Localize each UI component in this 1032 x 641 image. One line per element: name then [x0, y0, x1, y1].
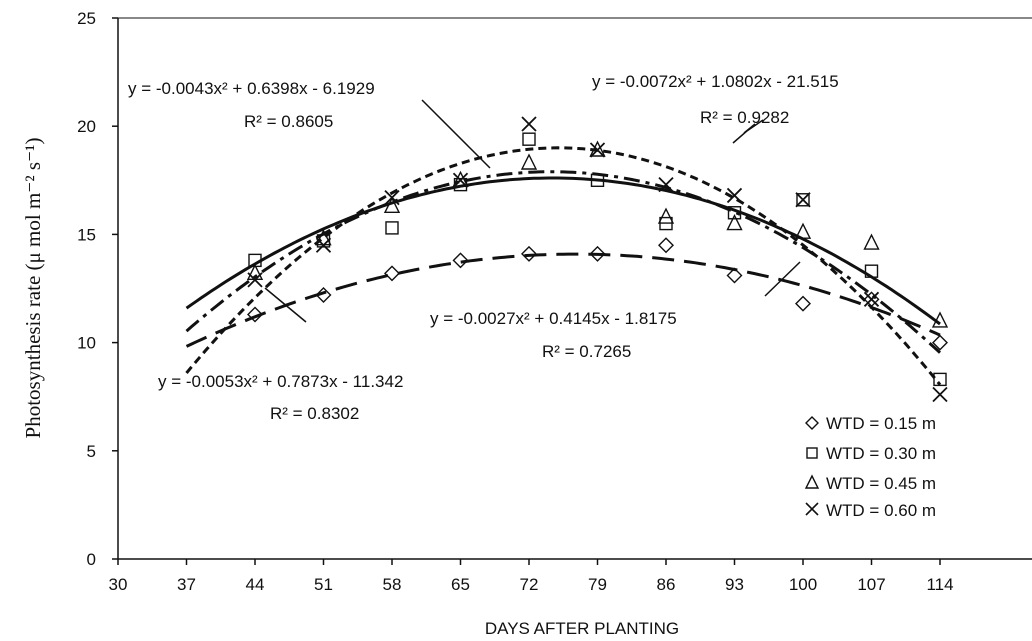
point-diamond-58 [384, 265, 400, 282]
x-tick-label: 93 [725, 575, 744, 594]
point-square-58 [385, 221, 399, 235]
x-axis-title: DAYS AFTER PLANTING [485, 619, 679, 638]
point-diamond-93 [726, 267, 743, 284]
r2-030: R² = 0.8302 [270, 404, 359, 423]
legend-item-045: WTD = 0.45 m [804, 474, 936, 493]
y-tick-label: 25 [77, 9, 96, 28]
x-ticks: 30 37 44 51 58 65 72 79 86 93 100 107 114 [109, 559, 954, 594]
point-x-44 [247, 272, 263, 288]
r2-045: R² = 0.8605 [244, 112, 333, 131]
point-triangle-65 [452, 170, 469, 188]
annotation-arrow-060 [732, 119, 764, 144]
point-x-72 [521, 116, 537, 132]
legend-marker-x [805, 502, 819, 516]
equation-060: y = -0.0072x² + 1.0802x - 21.515 [592, 72, 839, 91]
fit-curve-0 [185, 252, 941, 348]
point-x-65 [452, 172, 469, 188]
equation-annotations: y = -0.0043x² + 0.6398x - 6.1929 R² = 0.… [128, 72, 839, 423]
point-x-51 [315, 237, 332, 253]
data-points [246, 116, 949, 403]
point-x-114 [932, 386, 948, 403]
point-square-51 [316, 234, 331, 248]
point-x-100 [795, 192, 811, 208]
annotation-arrow-015 [764, 261, 801, 297]
point-square-114 [933, 372, 947, 387]
equation-015: y = -0.0027x² + 0.4145x - 1.8175 [430, 309, 677, 328]
equation-030: y = -0.0053x² + 0.7873x - 11.342 [158, 372, 403, 391]
legend-label-015: WTD = 0.15 m [826, 414, 936, 433]
point-x-86 [658, 176, 674, 193]
point-triangle-100 [794, 222, 812, 239]
annotation-arrow-030 [264, 287, 307, 323]
legend-item-030: WTD = 0.30 m [806, 444, 936, 463]
legend-label-060: WTD = 0.60 m [826, 501, 936, 520]
point-square-100 [796, 193, 810, 207]
point-diamond-114 [932, 334, 948, 351]
y-tick-label: 10 [77, 334, 96, 353]
x-tick-label: 72 [520, 575, 539, 594]
x-tick-label: 51 [314, 575, 333, 594]
point-diamond-72 [521, 245, 537, 262]
x-tick-label: 79 [588, 575, 607, 594]
point-x-58 [384, 189, 400, 206]
x-tick-label: 100 [789, 575, 817, 594]
point-x-107 [863, 291, 880, 307]
point-diamond-44 [247, 306, 263, 323]
point-square-93 [727, 206, 742, 220]
point-square-79 [590, 173, 605, 188]
x-tick-label: 58 [383, 575, 402, 594]
y-tick-label: 15 [77, 225, 96, 244]
point-triangle-114 [931, 311, 949, 328]
y-tick-label: 0 [87, 550, 96, 569]
fit-curves [185, 146, 942, 386]
point-triangle-72 [520, 153, 538, 170]
x-tick-label: 37 [177, 575, 196, 594]
axes [117, 17, 1032, 560]
point-diamond-100 [795, 295, 811, 312]
r2-015: R² = 0.7265 [542, 342, 631, 361]
annotation-arrow-045 [421, 99, 491, 169]
legend-item-060: WTD = 0.60 m [805, 501, 936, 520]
x-tick-label: 114 [926, 575, 953, 594]
point-triangle-93 [726, 214, 743, 231]
point-triangle-86 [657, 207, 675, 224]
equation-045: y = -0.0043x² + 0.6398x - 6.1929 [128, 79, 375, 98]
r2-060: R² = 0.9282 [700, 108, 789, 127]
legend-marker-diamond [805, 416, 819, 430]
legend: WTD = 0.15 m WTD = 0.30 m WTD = 0.45 m W… [804, 414, 936, 520]
point-x-79 [589, 142, 606, 158]
point-diamond-65 [452, 252, 469, 269]
fit-curve-2 [185, 176, 941, 326]
point-square-72 [522, 132, 536, 146]
point-diamond-51 [315, 287, 332, 303]
point-diamond-86 [658, 237, 674, 254]
y-tick-label: 20 [77, 117, 96, 136]
y-tick-label: 5 [87, 442, 96, 461]
point-triangle-58 [383, 196, 401, 213]
point-x-93 [726, 187, 743, 204]
y-ticks: 0 5 10 15 20 25 [77, 9, 118, 569]
point-triangle-107 [863, 233, 880, 250]
legend-label-030: WTD = 0.30 m [826, 444, 936, 463]
point-diamond-79 [589, 245, 606, 262]
y-axis-title: Photosynthesis rate (μ mol m⁻² s⁻¹) [21, 138, 45, 439]
point-diamond-107 [863, 291, 880, 308]
legend-item-015: WTD = 0.15 m [805, 414, 936, 433]
legend-label-045: WTD = 0.45 m [826, 474, 936, 493]
x-tick-label: 44 [246, 575, 265, 594]
fit-curve-3 [185, 146, 942, 386]
x-tick-label: 86 [657, 575, 676, 594]
x-tick-label: 65 [451, 575, 470, 594]
point-triangle-79 [589, 140, 606, 157]
x-tick-label: 30 [109, 575, 128, 594]
x-tick-label: 107 [857, 575, 885, 594]
legend-marker-square [806, 447, 818, 459]
point-square-107 [864, 264, 879, 278]
legend-marker-triangle [804, 474, 820, 489]
